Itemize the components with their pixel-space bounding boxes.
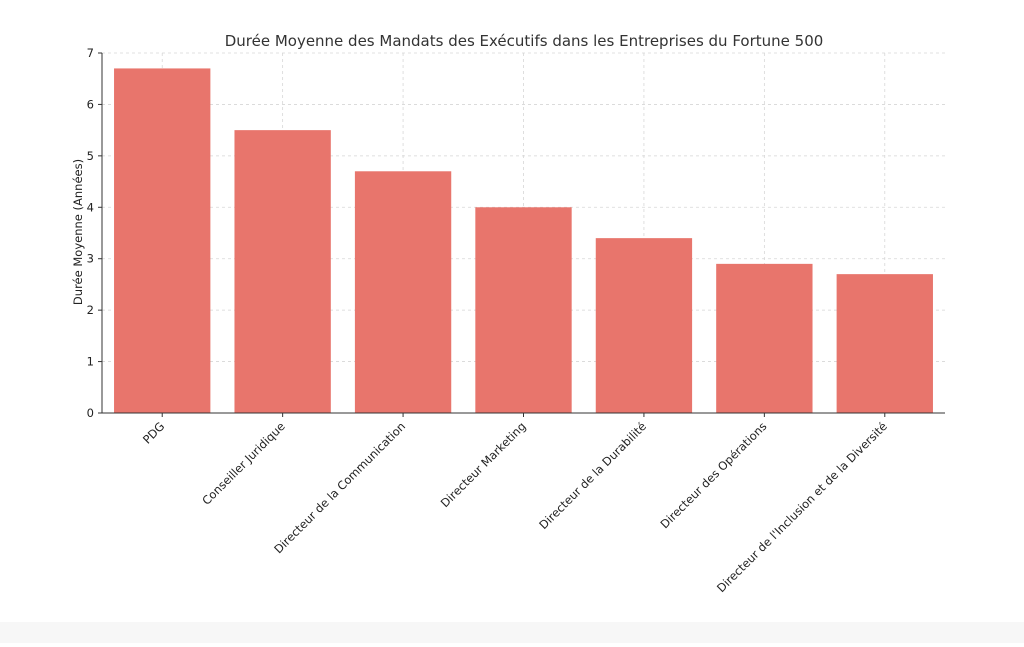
y-tick-label: 0 — [87, 406, 94, 420]
bar — [114, 68, 211, 413]
footer-band — [0, 622, 1024, 643]
bar — [354, 171, 452, 413]
y-ticks-layer: 0 1 2 3 4 5 6 7 — [87, 46, 102, 420]
bar — [234, 130, 331, 413]
y-tick-label: 4 — [87, 200, 94, 214]
x-tick-label: Conseiller Juridique — [199, 419, 288, 508]
y-tick-label: 5 — [87, 149, 94, 163]
chart-title: Durée Moyenne des Mandats des Exécutifs … — [225, 32, 824, 50]
bar — [716, 263, 813, 413]
y-tick-label: 2 — [87, 303, 94, 317]
y-axis-label: Durée Moyenne (Années) — [71, 159, 85, 305]
bar — [475, 207, 572, 413]
y-tick-label: 3 — [87, 252, 94, 266]
x-tick-label: PDG — [140, 419, 167, 446]
x-tick-label: Directeur des Opérations — [657, 419, 769, 531]
y-tick-label: 7 — [87, 46, 94, 60]
x-tick-label: Directeur de la Communication — [271, 419, 408, 556]
y-tick-label: 6 — [87, 97, 94, 111]
x-tick-label: Directeur Marketing — [438, 419, 529, 510]
x-tick-label: Directeur de la Durabilité — [536, 419, 649, 532]
y-tick-label: 1 — [87, 355, 94, 369]
bars-layer — [114, 68, 933, 413]
bar — [836, 274, 933, 413]
bar — [595, 238, 693, 413]
